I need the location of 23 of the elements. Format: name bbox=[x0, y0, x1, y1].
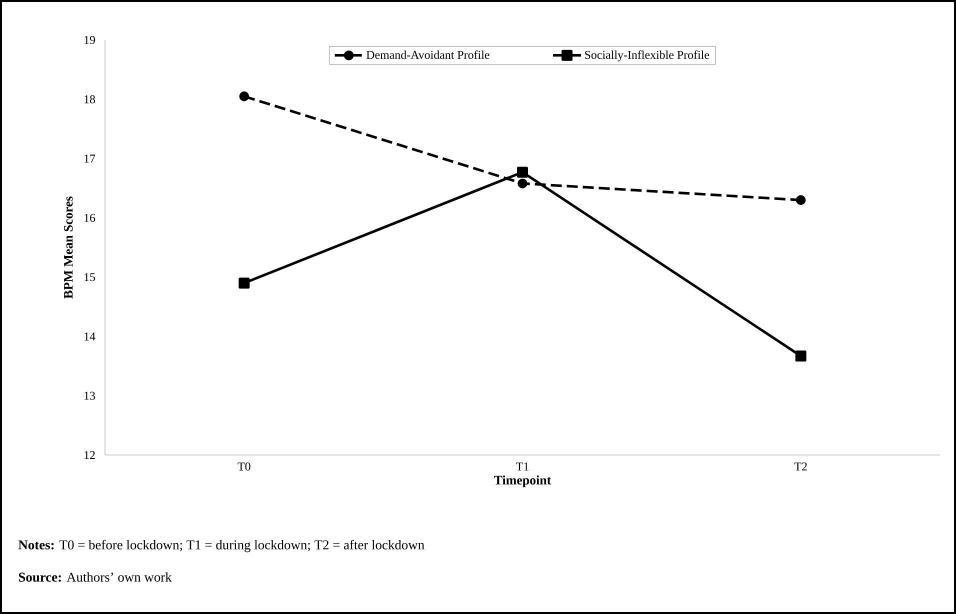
y-tick-label: 13 bbox=[84, 392, 96, 400]
text: Notes: T0 = before lockdown; T1 = during lockdown; T2 = after lockdown bbox=[18, 540, 424, 552]
point bbox=[795, 350, 806, 362]
y-tick-label: 19 bbox=[84, 36, 95, 44]
point bbox=[517, 166, 528, 178]
y-axis-title: BPM Mean Scores bbox=[64, 196, 73, 299]
y-tick-label: 16 bbox=[84, 214, 96, 222]
x-tick-label: T1 bbox=[516, 462, 528, 470]
point bbox=[239, 91, 250, 102]
y-tick-label: 18 bbox=[84, 95, 96, 104]
point bbox=[796, 195, 806, 205]
text: Source: Authors’ own work bbox=[18, 572, 172, 582]
y-tick-label: 17 bbox=[84, 154, 96, 163]
legend-label: Demand-Avoidant Profile bbox=[366, 50, 490, 59]
y-tick-label: 12 bbox=[84, 451, 95, 459]
legend-label: Socially-Inflexible Profile bbox=[585, 50, 710, 62]
x-tick-label: T0 bbox=[238, 462, 250, 471]
x-tick-label: T2 bbox=[794, 462, 807, 470]
x-axis-title: Timepoint bbox=[494, 475, 552, 488]
point bbox=[518, 178, 528, 188]
point bbox=[238, 278, 250, 289]
y-tick-label: 15 bbox=[84, 273, 96, 282]
y-tick-label: 14 bbox=[84, 332, 96, 340]
